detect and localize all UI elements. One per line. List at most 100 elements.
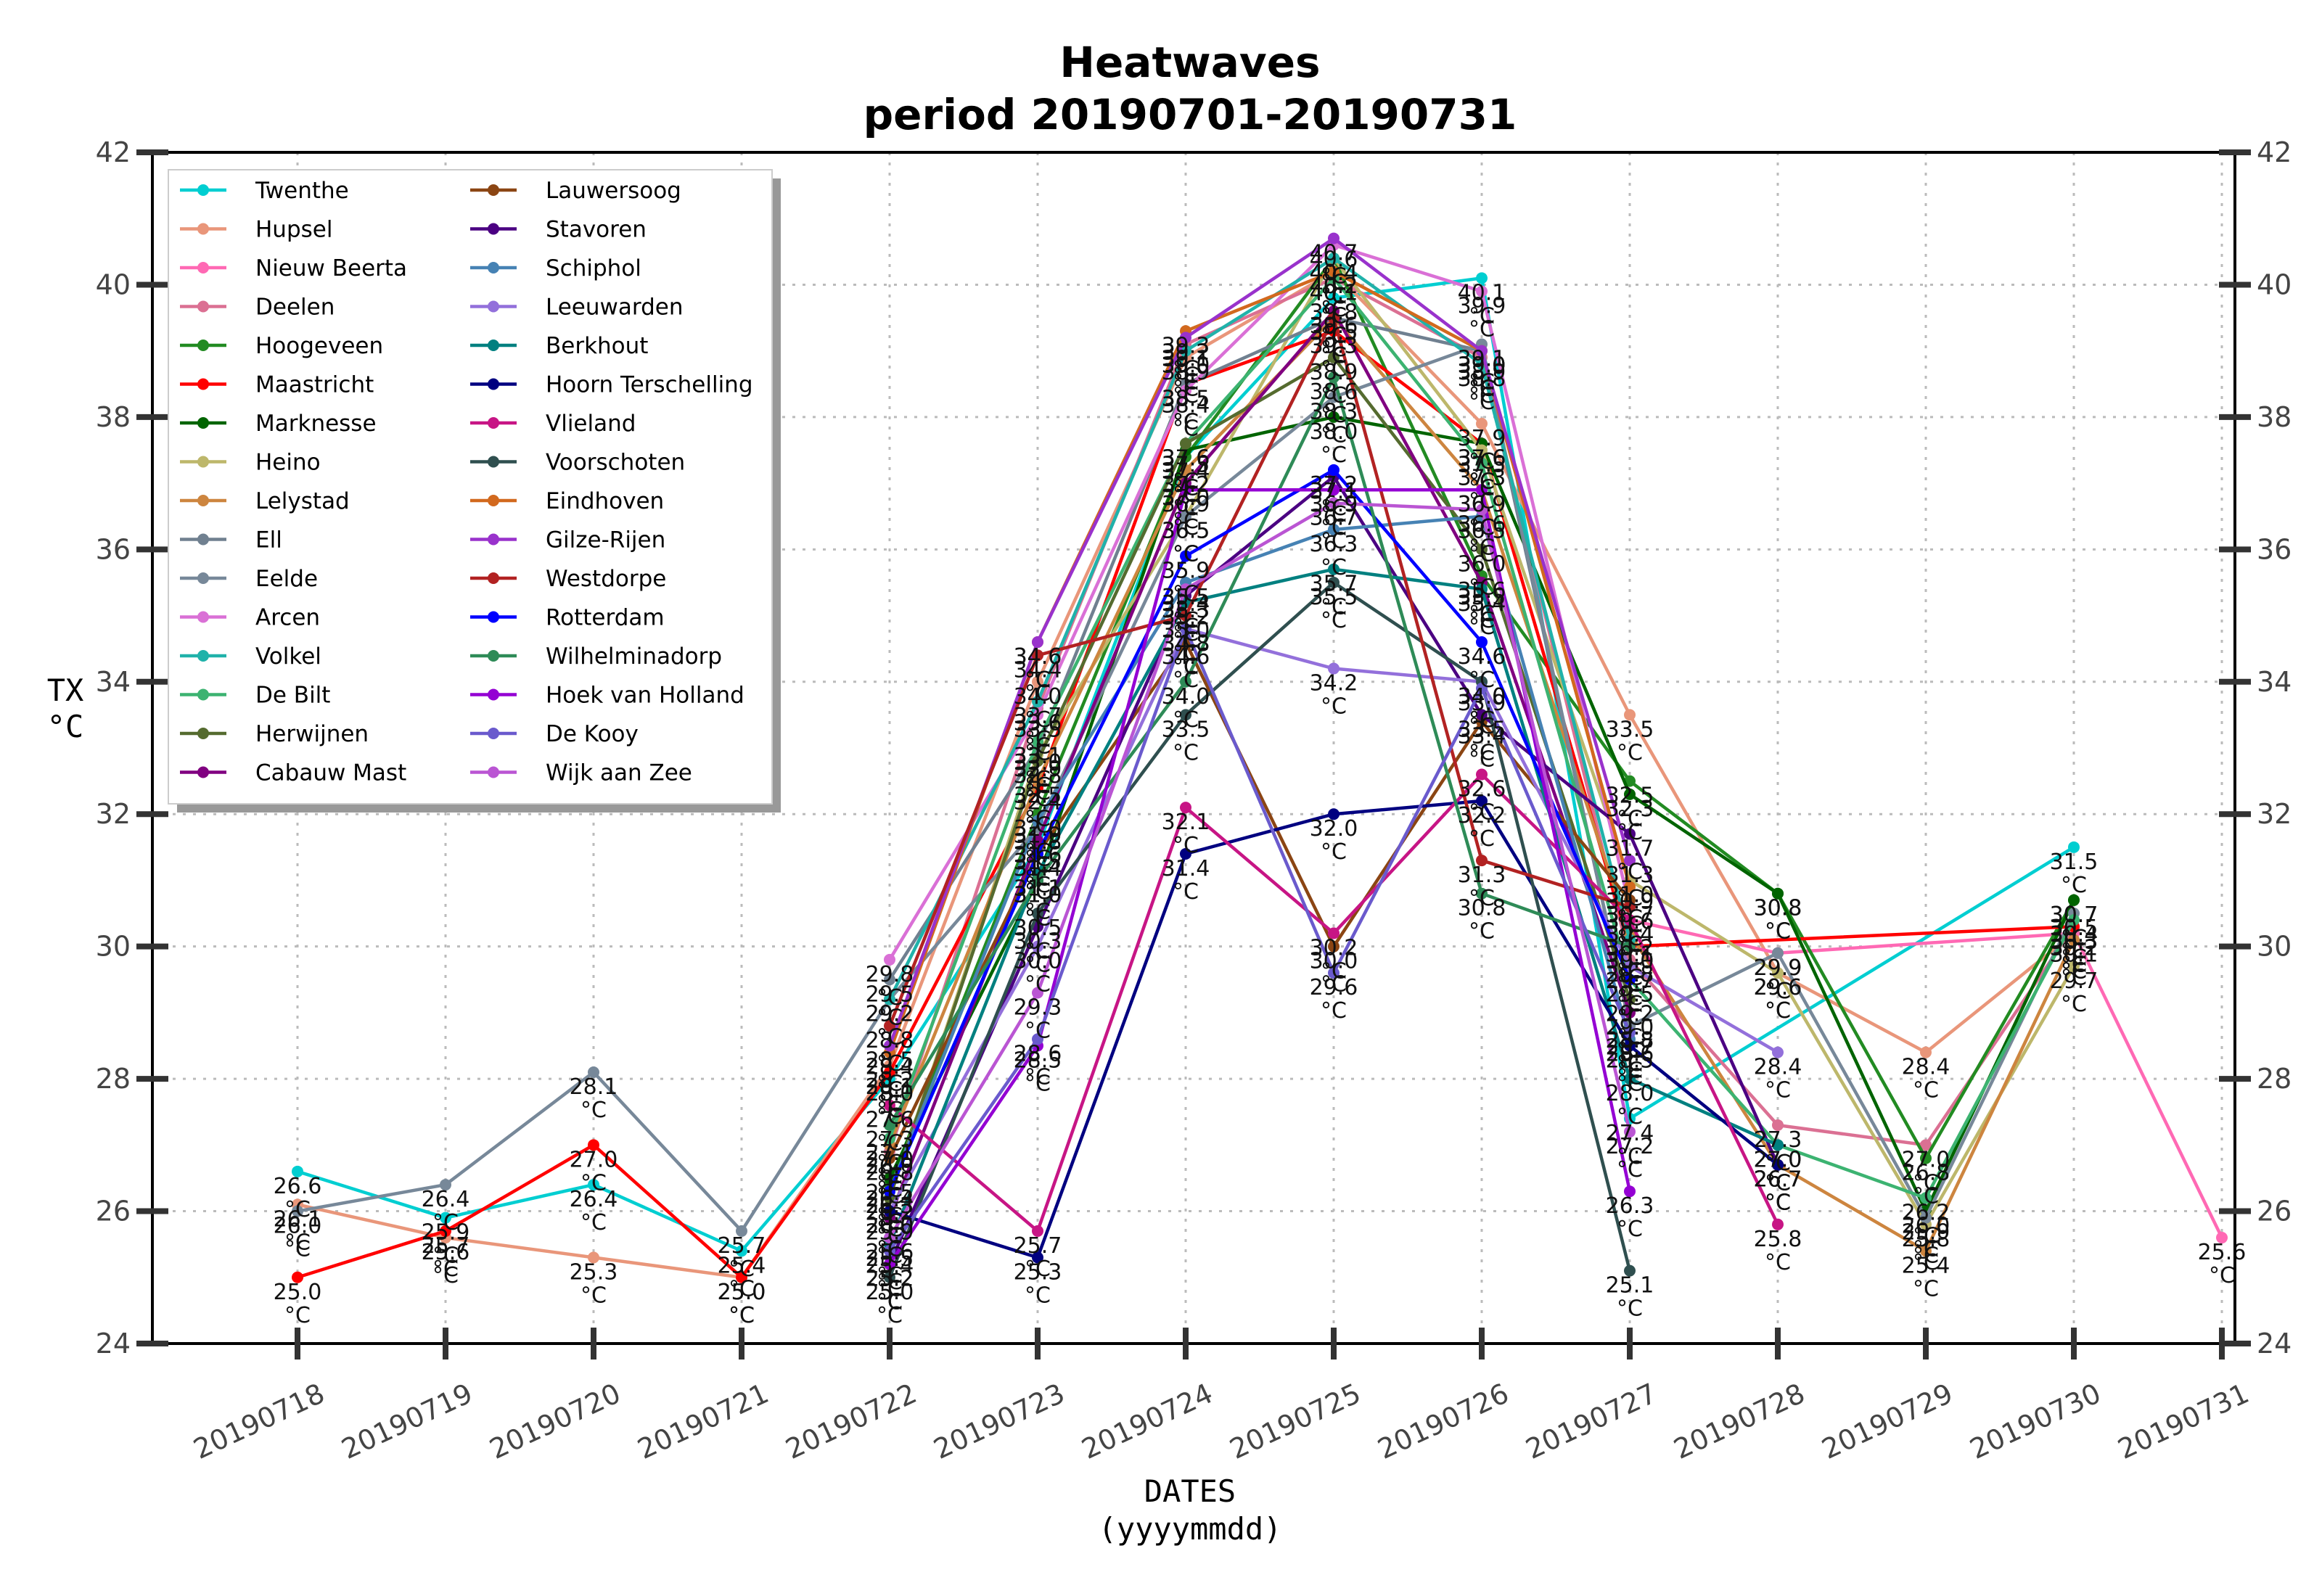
data-point [1180, 437, 1191, 450]
data-label-value: 32.0 [1310, 816, 1358, 842]
y-tick-label-left: 38 [96, 401, 131, 433]
plot-frame [151, 151, 2236, 1345]
legend: Twenthe Hupsel Nieuw Beerta Deelen Hoogeveen… [168, 169, 781, 813]
data-label-value: 32.2 [1458, 803, 1506, 828]
data-label-value: 25.6 [2198, 1240, 2247, 1265]
data-label-unit: °C [1617, 932, 1643, 958]
data-label-value: 30.4 [1606, 922, 1654, 947]
data-label-unit: °C [1321, 343, 1347, 369]
data-label-unit: °C [1469, 303, 1495, 329]
data-label-unit: °C [877, 1276, 903, 1301]
data-label-unit: °C [877, 1237, 903, 1262]
legend-label: Hupsel [255, 217, 332, 243]
data-label-value: 27.6 [866, 1108, 914, 1133]
data-label-value: 39.5 [1310, 320, 1358, 345]
legend-marker [197, 223, 209, 235]
data-label-unit: °C [2209, 1263, 2235, 1288]
data-label-value: 32.6 [1458, 776, 1506, 802]
data-point [1032, 987, 1043, 999]
legend-label: Herwijnen [255, 721, 369, 747]
data-label-unit: °C [1469, 575, 1495, 600]
legend-label: Stavoren [546, 217, 647, 243]
data-point [1476, 444, 1488, 456]
data-point [1328, 523, 1340, 535]
data-label-unit: °C [1469, 714, 1495, 739]
data-label-unit: °C [877, 1131, 903, 1156]
data-point [1476, 855, 1488, 867]
data-point [884, 1245, 895, 1257]
data-label-unit: °C [1469, 377, 1495, 402]
data-label-value: 30.3 [1014, 929, 1062, 954]
data-label-unit: °C [1321, 284, 1347, 309]
data-label-unit: °C [1469, 370, 1495, 395]
data-label-value: 26.0 [866, 1214, 914, 1239]
data-label-unit: °C [1173, 581, 1199, 606]
data-label-value: 37.4 [1162, 459, 1210, 485]
data-label-unit: °C [1173, 383, 1199, 408]
data-label-value: 25.7 [718, 1233, 766, 1259]
data-point [1476, 709, 1488, 721]
data-label-unit: °C [1321, 303, 1347, 329]
data-label-unit: °C [1173, 833, 1199, 858]
data-point [884, 1205, 895, 1217]
data-label-value: 39.3 [1162, 333, 1210, 358]
data-label-unit: °C [877, 1025, 903, 1050]
data-label-value: 26.4 [866, 1187, 914, 1212]
data-label-value: 29.2 [1606, 1002, 1654, 1027]
data-label-unit: °C [1173, 542, 1199, 567]
data-label-unit: °C [1321, 595, 1347, 620]
data-label-unit: °C [1617, 913, 1643, 938]
data-label-value: 39.0 [1458, 353, 1506, 379]
data-label-unit: °C [1025, 1071, 1051, 1097]
data-label-value: 34.8 [1162, 631, 1210, 657]
x-tick-label: 20190730 [1965, 1377, 2106, 1465]
data-label-unit: °C [1469, 449, 1495, 474]
data-label-unit: °C [1469, 614, 1495, 640]
data-label-unit: °C [729, 1256, 755, 1282]
data-label-unit: °C [877, 1223, 903, 1249]
data-point [1328, 808, 1340, 820]
data-label-value: 33.5 [1162, 717, 1210, 742]
data-label-unit: °C [1025, 733, 1051, 759]
data-label-value: 26.2 [866, 1200, 914, 1225]
x-tick-label: 20190720 [485, 1377, 625, 1465]
data-label-value: 28.2 [866, 1068, 914, 1093]
data-label-unit: °C [1173, 608, 1199, 633]
data-point [884, 1232, 895, 1244]
data-point [1180, 709, 1191, 721]
data-label-unit: °C [1173, 654, 1199, 680]
y-tick-label-right: 30 [2257, 931, 2292, 963]
data-label-unit: °C [1025, 667, 1051, 693]
data-label-value: 26.4 [570, 1187, 618, 1212]
data-point [1032, 755, 1043, 768]
data-label-value: 26.9 [866, 1153, 914, 1179]
data-point [1032, 815, 1043, 827]
data-point [1772, 1139, 1784, 1151]
data-point [292, 1165, 303, 1177]
data-label-value: 27.0 [1902, 1147, 1950, 1172]
data-label-value: 39.8 [1310, 300, 1358, 326]
data-label-unit: °C [729, 1303, 755, 1328]
data-label-value: 30.3 [2050, 929, 2099, 954]
data-label-unit: °C [1617, 992, 1643, 1017]
data-label-unit: °C [2061, 966, 2087, 991]
data-label-unit: °C [1321, 337, 1347, 362]
data-label-value: 39.1 [1162, 347, 1210, 372]
data-label-value: 36.7 [1310, 505, 1358, 530]
data-label-unit: °C [1469, 740, 1495, 765]
data-label-value: 27.0 [866, 1147, 914, 1172]
data-label-value: 33.7 [1014, 704, 1062, 729]
y-tick-label-left: 40 [96, 268, 131, 300]
data-label-unit: °C [1321, 284, 1347, 309]
series-line [1629, 918, 2224, 1239]
legend-marker [197, 572, 209, 584]
data-point [1328, 927, 1340, 939]
data-label-value: 30.2 [1310, 935, 1358, 961]
data-label-unit: °C [2061, 952, 2087, 977]
data-label-value: 25.3 [1014, 1259, 1062, 1285]
series-line [887, 640, 1631, 1159]
data-point [1476, 682, 1488, 694]
data-label-unit: °C [877, 1025, 903, 1050]
data-label-unit: °C [1321, 343, 1347, 369]
